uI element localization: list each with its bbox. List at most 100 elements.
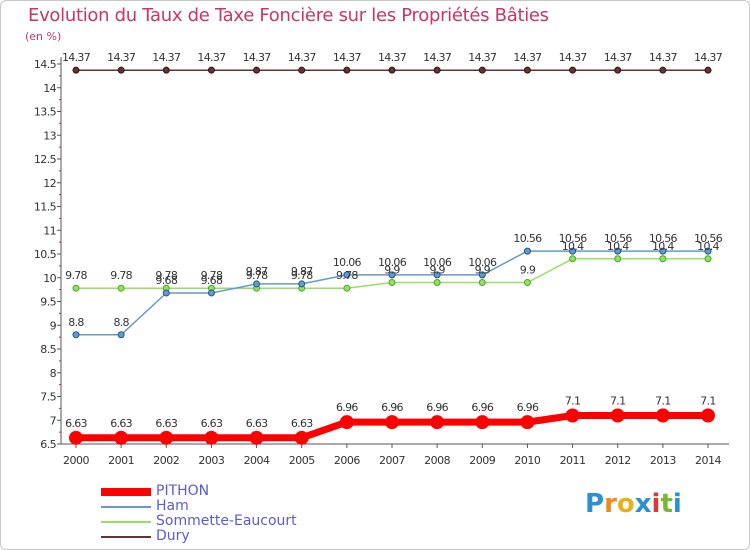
data-label-sommette-eaucourt: 9.78 — [65, 269, 87, 282]
data-label-pithon: 7.1 — [655, 395, 670, 408]
x-tick-label: 2003 — [198, 454, 224, 467]
point-dury — [523, 66, 531, 74]
legend-label-pithon: PITHON — [156, 483, 210, 499]
logo-letter: P — [585, 489, 605, 519]
data-label-dury: 14.37 — [378, 51, 407, 64]
data-label-pithon: 6.96 — [471, 401, 493, 414]
point-ham — [207, 289, 215, 297]
legend-label-ham: Ham — [156, 498, 189, 514]
point-ham — [704, 247, 712, 255]
data-label-pithon: 6.63 — [291, 417, 313, 430]
axes: 6.5 7 7.5 8 8.5 9 9.5 10 10.5 11 11.5 12 12.5 13 13.5 1… — [34, 57, 729, 467]
data-label-dury: 14.37 — [604, 51, 633, 64]
logo-letter: i — [672, 489, 682, 519]
data-label-dury: 14.37 — [513, 51, 542, 64]
point-sommette-eaucourt — [704, 255, 712, 263]
data-label-ham: 10.56 — [649, 232, 678, 245]
data-label-pithon: 6.63 — [246, 417, 268, 430]
data-label-dury: 14.37 — [423, 51, 452, 64]
point-dury — [614, 66, 622, 74]
point-dury — [433, 66, 441, 74]
data-label-dury: 14.37 — [197, 51, 226, 64]
logo-letter: t — [660, 489, 673, 519]
point-pithon — [655, 408, 670, 423]
legend-label-dury: Dury — [156, 528, 190, 544]
data-label-sommette-eaucourt: 9.78 — [246, 269, 268, 282]
point-sommette-eaucourt — [117, 284, 125, 292]
logo-letter: o — [616, 489, 635, 519]
data-label-sommette-eaucourt: 10.4 — [652, 240, 674, 253]
x-tick-label: 2008 — [424, 454, 450, 467]
data-label-sommette-eaucourt: 9.78 — [336, 269, 358, 282]
point-dury — [207, 66, 215, 74]
data-label-pithon: 7.1 — [610, 395, 625, 408]
point-sommette-eaucourt — [433, 279, 441, 286]
data-label-pithon: 7.1 — [700, 395, 715, 408]
x-tick-label: 2006 — [334, 454, 360, 467]
data-label-sommette-eaucourt: 9.78 — [155, 269, 177, 282]
data-label-ham: 10.56 — [559, 232, 588, 245]
data-label-ham: 8.8 — [113, 316, 129, 329]
y-tick-label: 12 — [43, 177, 56, 190]
point-dury — [253, 66, 261, 74]
y-tick-label: 8 — [50, 367, 57, 380]
data-label-dury: 14.37 — [288, 51, 317, 64]
point-ham — [253, 280, 261, 288]
x-tick-label: 2005 — [289, 454, 315, 467]
point-dury — [298, 66, 306, 74]
point-pithon — [339, 415, 354, 430]
x-tick-label: 2013 — [650, 454, 676, 467]
x-tick-label: 2011 — [560, 454, 586, 467]
data-label-ham: 10.06 — [333, 256, 362, 269]
point-pithon — [385, 415, 399, 430]
data-label-ham: 10.06 — [423, 256, 452, 269]
y-tick-label: 8.5 — [40, 343, 56, 356]
data-label-sommette-eaucourt: 10.4 — [562, 240, 584, 253]
proxiti-logo: Proxiti — [585, 489, 682, 519]
legend-swatch-ham — [101, 506, 151, 508]
y-tick-label: 10.5 — [34, 248, 57, 261]
point-ham — [388, 271, 396, 279]
point-pithon — [565, 408, 580, 423]
x-tick-label: 2000 — [63, 454, 89, 467]
y-tick-label: 6.5 — [40, 438, 56, 451]
data-label-pithon: 6.63 — [65, 417, 87, 430]
y-tick-label: 13 — [43, 129, 56, 142]
data-label-ham: 8.8 — [68, 316, 84, 329]
y-unit-label: (en %) — [25, 30, 62, 43]
legend-swatch-pithon — [101, 488, 151, 496]
y-tick-label: 9.5 — [40, 296, 56, 309]
point-ham — [343, 271, 351, 279]
point-pithon — [159, 430, 174, 445]
y-tick-label: 11.5 — [34, 201, 57, 214]
x-tick-label: 2012 — [605, 454, 631, 467]
data-label-dury: 14.37 — [559, 51, 588, 64]
y-tick-label: 10 — [43, 272, 56, 285]
point-ham — [569, 247, 577, 255]
point-ham — [162, 289, 170, 297]
x-tick-label: 2014 — [695, 454, 721, 467]
data-label-ham: 10.56 — [604, 232, 633, 245]
point-sommette-eaucourt — [614, 255, 622, 263]
data-label-pithon: 6.63 — [201, 417, 223, 430]
point-dury — [343, 66, 351, 74]
data-label-pithon: 6.63 — [110, 417, 132, 430]
point-sommette-eaucourt — [569, 255, 577, 263]
y-tick-label: 7.5 — [40, 391, 56, 404]
x-tick-label: 2009 — [469, 454, 495, 467]
x-tick-label: 2001 — [108, 454, 134, 467]
data-label-ham: 10.06 — [378, 256, 407, 269]
data-label-pithon: 6.96 — [426, 401, 448, 414]
data-label-pithon: 7.1 — [565, 395, 580, 408]
point-dury — [659, 66, 667, 74]
data-label-sommette-eaucourt: 9.9 — [520, 264, 536, 277]
data-label-dury: 14.37 — [107, 51, 136, 64]
data-label-sommette-eaucourt: 9.78 — [201, 269, 223, 282]
point-pithon — [701, 408, 715, 423]
point-pithon — [69, 430, 83, 445]
point-pithon — [610, 408, 625, 423]
y-tick-label: 9 — [50, 319, 57, 332]
data-label-ham: 10.56 — [513, 232, 542, 245]
point-dury — [569, 66, 577, 74]
logo-letter: r — [604, 489, 617, 519]
